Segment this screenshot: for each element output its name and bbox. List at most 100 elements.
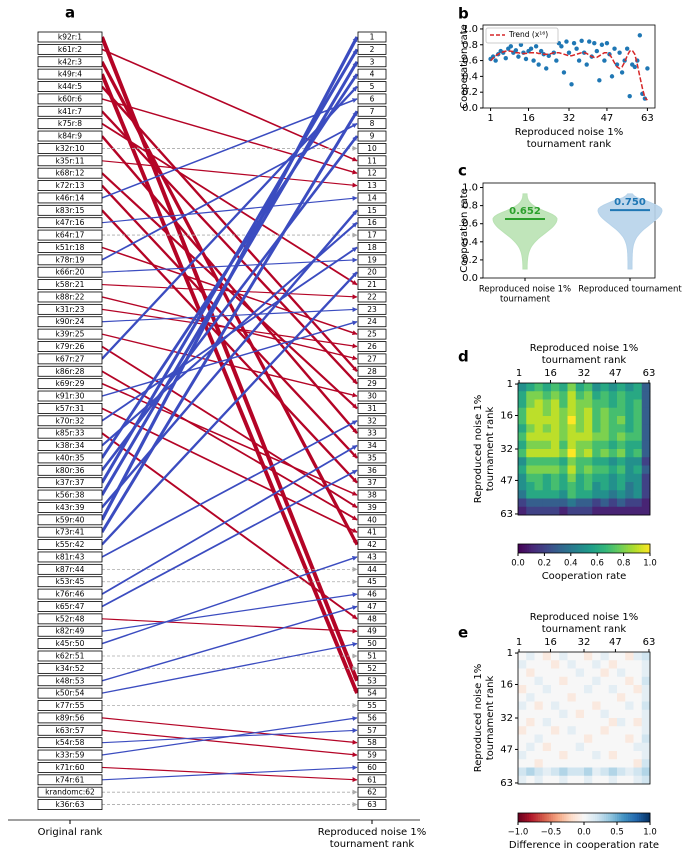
heatmap-cell bbox=[575, 465, 585, 475]
heatmap-cell bbox=[518, 391, 527, 400]
heatmap-cell bbox=[551, 751, 560, 760]
colorbar-segment bbox=[577, 813, 580, 822]
x-tick-label: Reproduced noise 1% bbox=[479, 285, 571, 295]
heatmap-cell bbox=[534, 726, 544, 735]
rank-arrow bbox=[101, 195, 358, 224]
heatmap-cell bbox=[608, 693, 618, 702]
heatmap-cell bbox=[608, 685, 618, 694]
right-rank-label: 47 bbox=[367, 602, 377, 611]
heatmap-cell bbox=[600, 383, 610, 392]
heatmap-cell bbox=[518, 742, 527, 752]
data-point bbox=[503, 56, 508, 61]
heatmap-cell bbox=[567, 416, 577, 425]
heatmap-cell bbox=[542, 734, 552, 744]
right-rank-box bbox=[357, 279, 387, 291]
heatmap-cell bbox=[600, 701, 610, 711]
heatmap-cell bbox=[542, 652, 552, 661]
heatmap-cell bbox=[641, 742, 651, 752]
heatmap-cell bbox=[633, 668, 643, 678]
heatmap-cell bbox=[526, 391, 535, 400]
heatmap-cell bbox=[617, 465, 626, 475]
right-rank-label: 51 bbox=[367, 652, 377, 661]
colorbar-segment bbox=[526, 544, 530, 553]
heatmap-cell bbox=[551, 676, 560, 686]
heatmap-cell bbox=[559, 709, 568, 719]
colorbar-segment bbox=[575, 544, 578, 553]
heatmap-cell bbox=[542, 407, 552, 417]
heatmap-cell bbox=[600, 506, 610, 516]
y-axis-label: tournament rank bbox=[485, 676, 496, 761]
left-rank-box bbox=[37, 687, 103, 699]
heatmap-cell bbox=[551, 693, 560, 702]
y-tick-label: 0.6 bbox=[462, 219, 478, 230]
left-rank-box bbox=[37, 130, 103, 142]
rank-arrow bbox=[101, 642, 358, 694]
heatmap-cell bbox=[608, 668, 618, 678]
right-rank-box bbox=[357, 167, 387, 179]
heatmap-cell bbox=[567, 676, 577, 686]
right-rank-box bbox=[357, 81, 387, 92]
heatmap-cell bbox=[641, 767, 651, 777]
heatmap-cell bbox=[592, 449, 601, 458]
heatmap-cell bbox=[518, 701, 527, 711]
x-axis-label: Reproduced noise 1% bbox=[515, 127, 624, 138]
right-rank-box bbox=[357, 737, 387, 749]
right-rank-label: 34 bbox=[367, 441, 377, 450]
axis-title: Reproduced noise 1% bbox=[530, 343, 639, 354]
plot-frame bbox=[482, 182, 656, 279]
heatmap-cell bbox=[584, 465, 593, 475]
heatmap-cell bbox=[625, 693, 634, 702]
colorbar-segment bbox=[559, 544, 563, 553]
rank-arrow bbox=[101, 85, 358, 373]
x-tick-label: 1 bbox=[487, 113, 493, 124]
right-rank-box bbox=[357, 390, 387, 402]
left-rank-box bbox=[37, 576, 103, 588]
left-rank-box bbox=[37, 242, 103, 253]
heatmap-cell bbox=[567, 432, 577, 442]
heatmap-cell bbox=[625, 759, 634, 768]
heatmap-cell bbox=[584, 457, 593, 466]
heatmap-cell bbox=[551, 440, 560, 450]
colorbar-segment bbox=[531, 813, 534, 822]
left-rank-box bbox=[37, 675, 103, 687]
heatmap-cell bbox=[633, 751, 643, 760]
heatmap-cell bbox=[617, 718, 626, 727]
heatmap-cell bbox=[625, 718, 634, 727]
heatmap-cell bbox=[617, 506, 626, 516]
colorbar-segment bbox=[540, 813, 543, 822]
left-rank-label: k78r:19 bbox=[56, 255, 85, 264]
heatmap-cell bbox=[534, 668, 544, 678]
x-axis-label: tournament rank bbox=[527, 139, 612, 150]
heatmap-cell bbox=[575, 775, 585, 785]
colorbar-segment bbox=[612, 544, 616, 553]
heatmap-cell bbox=[567, 407, 577, 417]
heatmap-cell bbox=[608, 407, 618, 417]
heatmap-cell bbox=[600, 424, 610, 433]
heatmap-cell bbox=[584, 734, 593, 744]
heatmap-cell bbox=[567, 660, 577, 669]
data-point bbox=[604, 40, 610, 46]
right-rank-label: 27 bbox=[367, 354, 377, 363]
x-tick-label: 16 bbox=[522, 113, 535, 124]
right-rank-box bbox=[357, 601, 387, 612]
heatmap-cell bbox=[575, 432, 585, 442]
colorbar-segment bbox=[568, 544, 572, 553]
heatmap-cell bbox=[551, 432, 560, 442]
left-rank-box bbox=[37, 786, 103, 798]
heatmap-cell bbox=[534, 718, 544, 727]
left-rank-label: k55r:42 bbox=[56, 540, 85, 549]
left-rank-box bbox=[37, 514, 103, 526]
left-rank-label: k61r:2 bbox=[58, 45, 82, 54]
colorbar-tick-label: −0.5 bbox=[541, 828, 562, 838]
data-point bbox=[594, 48, 600, 54]
left-rank-label: k43r:39 bbox=[56, 503, 85, 512]
right-rank-box bbox=[357, 43, 387, 55]
x-tick-label: 47 bbox=[609, 637, 622, 648]
left-rank-label: k67r:27 bbox=[56, 354, 85, 363]
heatmap-cell bbox=[633, 490, 643, 499]
colorbar-segment bbox=[588, 813, 591, 822]
heatmap-cell bbox=[567, 693, 577, 702]
heatmap-cell bbox=[542, 726, 552, 735]
heatmap-cell bbox=[600, 759, 610, 768]
right-rank-label: 33 bbox=[367, 429, 377, 438]
